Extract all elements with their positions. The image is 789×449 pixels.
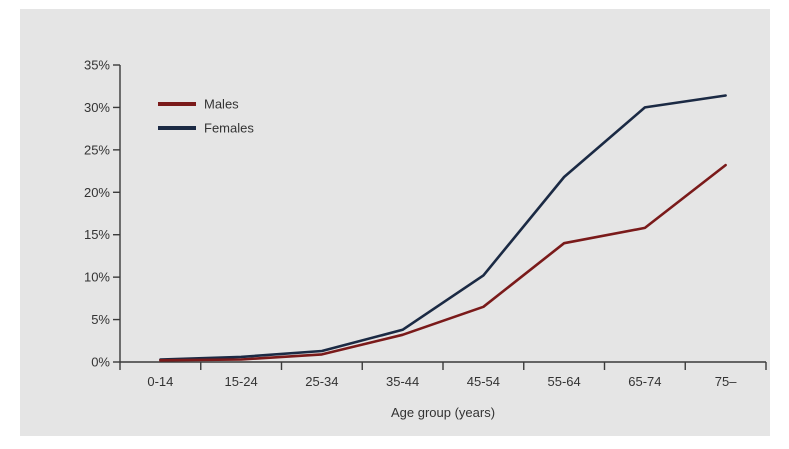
y-axis: 0% 5% 10% 15% 20% 25% 30% 35% [84, 58, 121, 370]
chart-panel [20, 9, 770, 436]
y-tick-label: 30% [84, 100, 110, 115]
legend: Males Females [158, 97, 254, 136]
series-line-males [159, 163, 727, 362]
y-tick-label: 35% [84, 58, 110, 73]
x-tick-label: 0-14 [147, 374, 173, 389]
x-axis-title: Age group (years) [391, 405, 495, 420]
x-tick-label: 45-54 [467, 374, 500, 389]
x-tick-label: 25-34 [305, 374, 338, 389]
y-tick-label: 20% [84, 185, 110, 200]
legend-label-females: Females [204, 121, 254, 136]
y-tick-label: 15% [84, 227, 110, 242]
x-tick-label: 65-74 [628, 374, 661, 389]
y-tick-label: 5% [91, 312, 110, 327]
x-tick-label: 55-64 [548, 374, 581, 389]
y-tick-label: 25% [84, 142, 110, 157]
x-tick-label: 35-44 [386, 374, 419, 389]
x-tick-label: 75– [715, 374, 737, 389]
series-layer [159, 94, 727, 362]
series-line-females [159, 94, 727, 361]
x-axis: 0-14 15-24 25-34 35-44 45-54 55-64 65-74 75– [119, 361, 767, 389]
x-tick-label: 15-24 [225, 374, 258, 389]
y-tick-label: 0% [91, 355, 110, 370]
y-tick-label: 10% [84, 270, 110, 285]
legend-label-males: Males [204, 97, 239, 112]
